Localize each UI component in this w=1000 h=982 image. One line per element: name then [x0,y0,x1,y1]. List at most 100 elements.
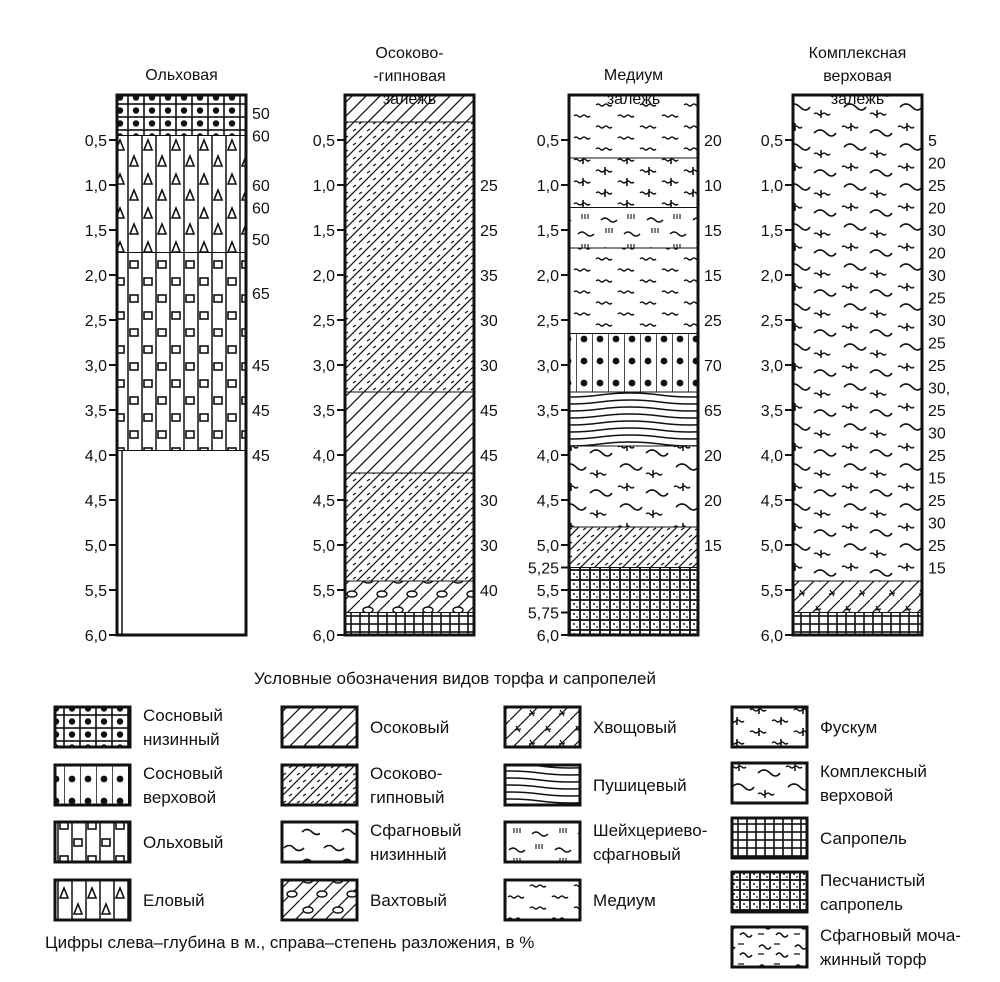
legend-label: Сосновый [143,764,223,783]
depth-label: 2,5 [761,313,783,330]
column-title: Комплексная [809,45,907,62]
depth-label: 6,0 [313,628,335,645]
legend-swatch-alder [53,820,132,864]
deposit-column: Комплекснаяверховаязалежь0,51,01,52,02,5… [761,45,951,645]
depth-label: 3,5 [537,403,559,420]
depth-label: 1,5 [313,223,335,240]
depth-label: 2,5 [537,313,559,330]
layer-cottongrass [568,391,699,447]
legend-item: Комплексный верховой [730,761,927,805]
decomposition-label: 15 [704,538,722,555]
legend-swatch-complex [730,761,809,805]
decomposition-label: 30 [928,516,946,533]
legend-label: Медиум [593,891,656,910]
decomposition-label: 70 [704,358,722,375]
depth-label: 4,0 [85,448,107,465]
depth-label: 5,0 [537,538,559,555]
depth-label: 5,5 [313,583,335,600]
decomposition-label: 30 [928,268,946,285]
decomposition-label: 15 [704,268,722,285]
decomposition-label: 25 [704,313,722,330]
depth-label: 0,5 [537,133,559,150]
deposit-column: Ольховаязалежь0,51,01,52,02,53,03,54,04,… [85,67,270,645]
legend-item: Вахтовый [280,878,447,922]
decomposition-label: 20 [704,448,722,465]
depth-label: 3,0 [313,358,335,375]
column-title: Осоково- [375,45,443,62]
legend-label: Осоковый [370,718,449,737]
decomposition-label: 25 [928,493,946,510]
legend-item: Осоковый [280,705,449,749]
depth-label: 4,0 [313,448,335,465]
column-title: Медиум [604,67,663,84]
decomposition-label: 30 [928,426,946,443]
footnote: Цифры слева–глубина в м., справа–степень… [45,933,534,952]
legend-swatch-buckbean [280,878,359,922]
legend-label: Сфагновый моча- [820,926,961,945]
legend-swatch-pine_low [53,705,132,749]
depth-label: 3,5 [761,403,783,420]
decomposition-label: 30 [928,313,946,330]
layer-sapropel [792,612,923,636]
depth-label: 3,0 [537,358,559,375]
legend-label: Осоково- [370,764,442,783]
decomposition-label: 50 [252,106,270,123]
depth-label: 1,0 [85,178,107,195]
legend-item: Осоково-гипновый [280,763,445,807]
legend-swatch-sedge_hypnum [280,763,359,807]
layer-sedge [344,94,475,123]
decomposition-label: 25 [928,448,946,465]
legend-item: Медиум [503,878,656,922]
legend-item: Сфагновый моча-жинный торф [730,925,961,969]
legend-swatch-sapropel [730,816,809,860]
depth-label: 2,5 [313,313,335,330]
legend-label: сфагновый [593,845,681,864]
layer-complex [568,445,699,528]
decomposition-label: 15 [928,561,946,578]
depth-label: 1,5 [761,223,783,240]
legend-item: Сапропель [730,816,907,860]
layer-alder [116,252,247,451]
legend-swatch-hollow [730,925,809,969]
depth-label: 2,0 [537,268,559,285]
legend: Сосновый низинный Сосновый верховой Ольховый… [53,705,961,969]
depth-label: 3,0 [85,358,107,375]
decomposition-label: 25 [480,178,498,195]
decomposition-label: 60 [252,178,270,195]
layer-sedge_hypnum [344,121,475,393]
decomposition-label: 45 [252,448,270,465]
decomposition-label: 30 [480,313,498,330]
depth-label: 6,0 [85,628,107,645]
deposit-column: Осоково--гипноваязалежь0,51,01,52,02,53,… [313,45,498,645]
legend-label: Песчанистый [820,871,925,890]
legend-swatch-sedge [280,705,359,749]
legend-label: Пушицевый [593,776,687,795]
depth-label: 2,5 [85,313,107,330]
decomposition-label: 25 [928,291,946,308]
layer-sedge_hypnum [568,526,699,568]
layer-fuscum [568,157,699,208]
legend-swatch-sphagnum_low [280,820,359,864]
depth-label: 0,5 [85,133,107,150]
depth-label: 5,0 [761,538,783,555]
depth-label: 3,5 [313,403,335,420]
legend-item: Сосновый верховой [53,763,223,807]
decomposition-label: 25 [928,538,946,555]
depth-label: 1,0 [313,178,335,195]
legend-swatch-horsetail [503,705,582,749]
decomposition-label: 45 [252,403,270,420]
legend-item: Ольховый [53,820,223,864]
decomposition-label: 45 [252,358,270,375]
legend-label: верховой [143,788,216,807]
decomposition-label: 20 [704,493,722,510]
depth-label: 3,5 [85,403,107,420]
layer-medium [568,94,699,159]
depth-label: 1,0 [537,178,559,195]
depth-label: 1,5 [85,223,107,240]
depth-label: 6,0 [537,628,559,645]
depth-label: 4,5 [85,493,107,510]
layer-blank [116,450,247,636]
legend-swatch-medium [503,878,582,922]
decomposition-label: 20 [704,133,722,150]
legend-item: Еловый [53,878,205,922]
